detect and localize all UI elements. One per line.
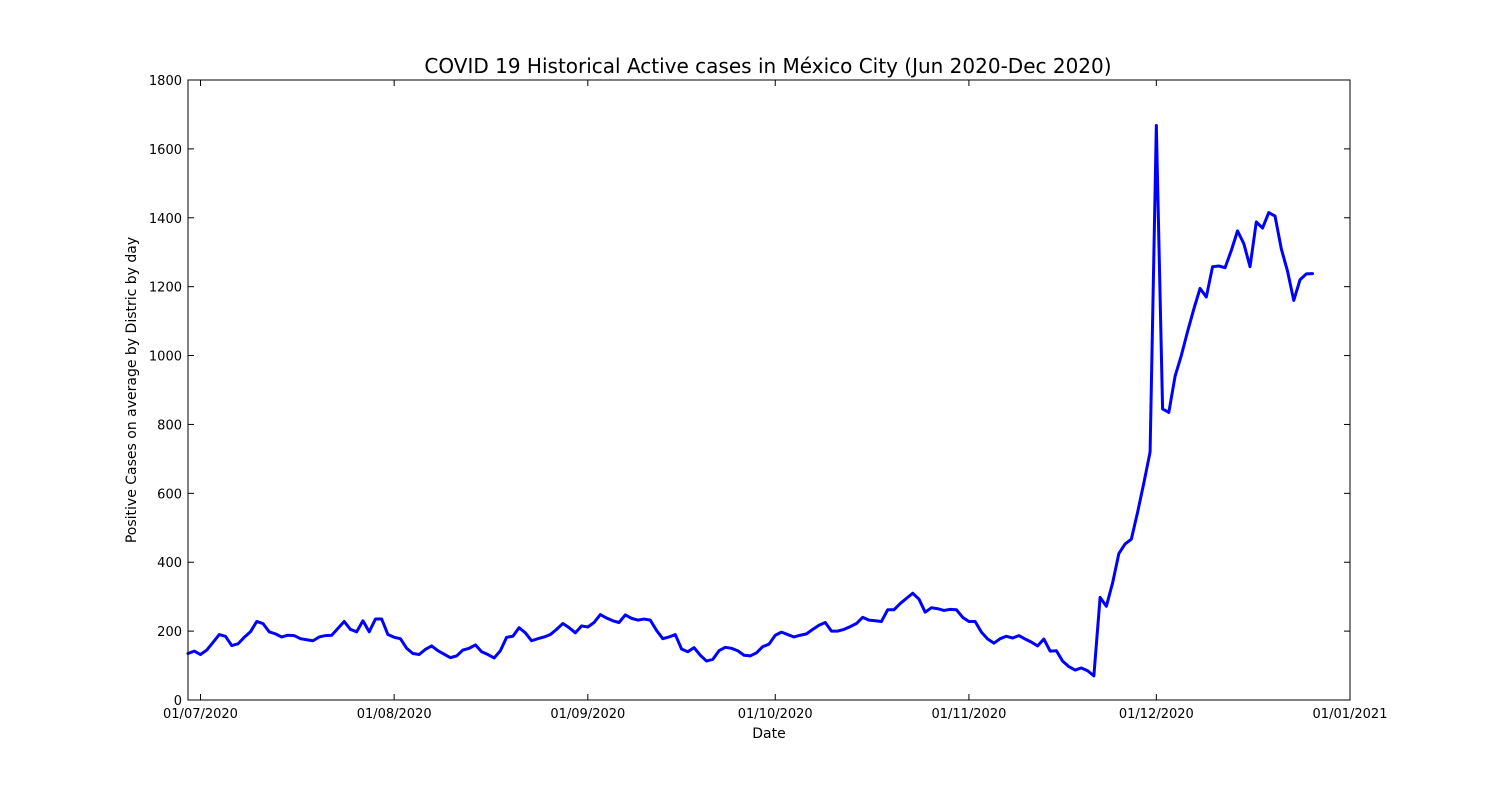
x-tick-label: 01/11/2020 [931,707,1006,722]
y-tick-label: 400 [157,556,182,571]
y-tick-label: 1200 [149,281,182,296]
y-tick-label: 1600 [149,143,182,158]
x-axis-label: Date [752,726,785,742]
series-line [186,123,1315,678]
y-tick-label: 800 [157,418,182,433]
x-axis: 01/07/2020 01/08/2020 01/09/2020 01/10/2020… [163,80,1387,722]
y-tick-label: 0 [174,694,182,709]
y-tick-label: 1000 [149,350,182,365]
x-tick-label: 01/01/2021 [1313,707,1388,722]
x-tick-label: 01/12/2020 [1119,707,1194,722]
x-tick-label: 01/07/2020 [163,707,238,722]
y-tick-label: 600 [157,487,182,502]
y-tick-label: 1400 [149,212,182,227]
chart-title: COVID 19 Historical Active cases in Méxi… [424,54,1111,78]
x-tick-label: 01/08/2020 [357,707,432,722]
plot-area-frame [187,79,1351,701]
y-tick-label: 200 [157,625,182,640]
y-axis: 0 200 400 600 800 1000 1200 1400 1600 1800 [149,74,1350,709]
x-tick-label: 01/10/2020 [738,707,813,722]
y-axis-label: Positive Cases on average by Distric by … [124,237,140,543]
y-tick-label: 1800 [149,74,182,89]
x-tick-label: 01/09/2020 [550,707,625,722]
